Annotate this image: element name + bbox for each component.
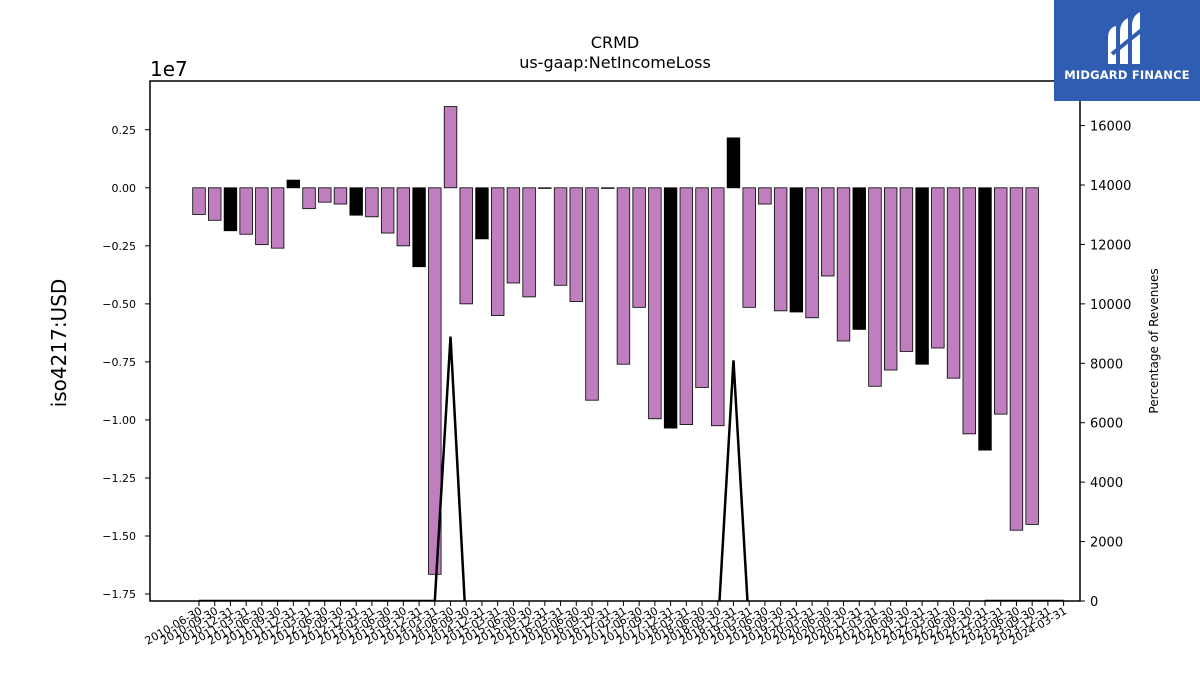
logo-text: MIDGARD FINANCE <box>1064 68 1190 82</box>
bar-2015-09-30 <box>522 187 536 298</box>
y-tick-label: −1.00 <box>102 414 136 427</box>
bar-2017-06-30 <box>632 187 646 308</box>
bar-2017-09-30 <box>648 187 662 420</box>
bar-2015-06-30 <box>506 187 521 284</box>
bar-2021-03-31 <box>868 187 882 387</box>
bar-2014-12-31 <box>475 187 489 240</box>
bar-2023-03-31 <box>994 187 1008 415</box>
bar-2015-12-31 <box>538 187 552 189</box>
bar-2020-06-30 <box>821 187 835 277</box>
bar-2020-12-31 <box>852 187 866 330</box>
y2-tick-label: 2000 <box>1090 536 1123 551</box>
bar-2017-03-31 <box>616 187 631 365</box>
bar-2013-12-31 <box>412 187 426 268</box>
y-axis-label: iso4217:USD <box>47 279 71 408</box>
bar-2018-06-30 <box>695 187 709 388</box>
y2-tick-label: 6000 <box>1090 417 1123 432</box>
bar-2016-09-30 <box>585 187 599 401</box>
bar-2022-12-31 <box>978 187 992 451</box>
y-axis: 0.25 0.00 −0.25 −0.50 −0.75 −1.00 −1.25 −1.50 −1… <box>102 124 150 601</box>
bar-2012-03-31 <box>302 187 316 210</box>
y-tick-label: −0.75 <box>102 356 136 369</box>
bar-2016-03-31 <box>553 187 568 286</box>
y2-tick-label: 10000 <box>1090 298 1131 313</box>
bar-2013-09-30 <box>396 187 411 247</box>
y2-tick-label: 0 <box>1090 595 1098 610</box>
bar-2011-06-30 <box>255 187 269 246</box>
y-offset-label: 1e7 <box>150 57 188 81</box>
y-tick-label: −0.50 <box>102 298 136 311</box>
y-tick-label: −1.75 <box>102 588 136 601</box>
bar-2010-09-30 <box>208 187 222 221</box>
line-segment-1 <box>718 360 749 601</box>
bar-2016-12-31 <box>601 187 615 189</box>
bar-2021-09-30 <box>899 187 914 352</box>
bar-2022-03-31 <box>931 187 945 349</box>
bar-2023-06-30 <box>1009 187 1024 531</box>
bar-2011-09-30 <box>270 187 285 249</box>
bar-2017-12-31 <box>663 187 678 429</box>
bar-2014-06-30 <box>443 106 458 189</box>
chart-title: CRMD <box>591 33 639 52</box>
bar-2019-06-30 <box>758 187 772 205</box>
x-axis: 2010-06-302010-09-302010-12-312011-03-31… <box>143 601 1069 648</box>
y-tick-label: 0.00 <box>112 182 137 195</box>
y2-axis-label: Percentage of Revenues <box>1147 268 1161 413</box>
y-tick-label: −1.25 <box>102 472 136 485</box>
bar-2010-12-31 <box>223 187 238 232</box>
bar-2013-03-31 <box>365 187 379 218</box>
bar-2014-03-31 <box>428 187 442 575</box>
y2-tick-label: 8000 <box>1090 357 1123 372</box>
line-segment-0 <box>199 336 466 601</box>
bar-2020-03-31 <box>805 187 819 319</box>
bar-2016-06-30 <box>569 187 583 302</box>
bar-2021-12-31 <box>915 187 929 365</box>
y2-tick-label: 16000 <box>1090 120 1131 135</box>
bar-2010-06-30 <box>192 187 206 215</box>
bar-2019-09-30 <box>773 187 788 312</box>
bar-2012-12-31 <box>349 187 363 216</box>
plot-frame <box>149 80 1081 602</box>
bar-2023-09-30 <box>1025 187 1039 525</box>
bar-2020-09-30 <box>836 187 851 342</box>
bar-2018-09-30 <box>711 187 725 427</box>
bar-2019-03-31 <box>742 187 756 308</box>
midgard-logo-icon <box>1108 12 1146 64</box>
bar-2022-06-30 <box>946 187 961 379</box>
chart-subtitle: us-gaap:NetIncomeLoss <box>519 53 711 72</box>
line-layer <box>199 336 1064 601</box>
y2-axis: 0 2000 4000 6000 8000 10000 12000 14000 16000 <box>1080 120 1131 610</box>
y2-tick-label: 14000 <box>1090 179 1131 194</box>
logo: MIDGARD FINANCE <box>1054 0 1200 101</box>
y-tick-label: −1.50 <box>102 530 136 543</box>
bar-2013-06-30 <box>380 187 395 234</box>
bar-2021-06-30 <box>883 187 898 371</box>
bar-2014-09-30 <box>459 187 473 305</box>
bar-2022-09-30 <box>962 187 976 435</box>
y2-tick-label: 12000 <box>1090 238 1131 253</box>
y-tick-label: −0.25 <box>102 240 136 253</box>
bar-2011-12-31 <box>286 179 301 189</box>
y2-tick-label: 4000 <box>1090 476 1123 491</box>
bar-2019-12-31 <box>789 187 804 313</box>
bar-2011-03-31 <box>239 187 253 235</box>
bar-2012-06-30 <box>318 187 332 203</box>
bar-group <box>192 106 1039 575</box>
bar-2018-03-31 <box>679 187 694 425</box>
bar-2018-12-31 <box>726 137 741 189</box>
bar-2012-09-30 <box>333 187 348 205</box>
bar-2015-03-31 <box>490 187 505 316</box>
y-tick-label: 0.25 <box>112 124 137 137</box>
